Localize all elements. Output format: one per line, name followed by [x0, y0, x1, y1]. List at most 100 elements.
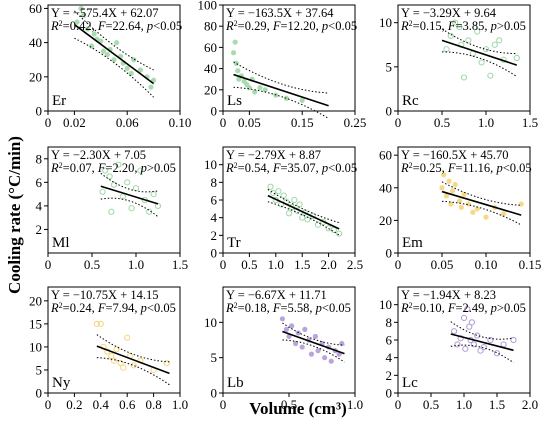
data-point — [443, 46, 450, 53]
ci-upper-line — [267, 188, 340, 224]
data-point — [267, 183, 274, 190]
data-point — [500, 341, 507, 348]
y-tick-label: 10 — [379, 297, 392, 312]
ci-upper-line — [233, 61, 329, 94]
regression-line — [267, 194, 340, 230]
data-point — [452, 19, 459, 26]
x-tick-label: 0 — [220, 397, 227, 412]
regression-stats: R2=0.42, F=22.64, p<0.05 — [50, 19, 182, 34]
x-tick-label: 2.0 — [320, 257, 336, 272]
data-point — [308, 351, 315, 357]
x-tick-label: 0.10 — [169, 115, 192, 130]
data-point — [283, 95, 289, 101]
ci-lower-line — [441, 51, 518, 77]
data-point — [262, 87, 268, 93]
x-tick-label: 0.15 — [291, 115, 314, 130]
regression-equation: Y = −10.75X + 14.15 — [51, 288, 159, 302]
data-point — [460, 74, 468, 81]
data-point — [496, 37, 503, 44]
regression-stats: R2=0.54, F=35.07, p<0.05 — [225, 161, 357, 176]
x-tick-label: 0.5 — [423, 397, 439, 412]
x-tick-label: 0 — [220, 257, 227, 272]
ci-lower-line — [267, 201, 340, 236]
data-point — [74, 19, 80, 25]
ci-upper-line — [100, 172, 159, 193]
regression-stats: R2=0.18, F=5.58, p<0.05 — [225, 301, 351, 316]
data-point — [285, 210, 293, 217]
y-tick-label: 20 — [29, 69, 42, 84]
y-tick-label: 10 — [29, 339, 42, 354]
data-point — [470, 209, 476, 215]
panel-ml: 0 0.5 1.0 1.5 2 4 6 8 Y = −2.30X + 7.05R2=0.07, … — [36, 146, 188, 272]
data-point — [296, 201, 303, 208]
data-point — [518, 201, 524, 207]
y-tick-label: 80 — [204, 19, 217, 34]
y-tick-label: 0 — [211, 246, 218, 261]
data-point — [457, 198, 463, 204]
regression-equation: Y = −2.30X + 7.05 — [51, 148, 146, 162]
data-point — [315, 348, 321, 354]
data-point — [102, 167, 109, 174]
y-axis-title: Cooling rate (°C/min) — [5, 136, 24, 294]
x-tick-label: 0 — [395, 115, 402, 130]
x-tick-label: 1.0 — [478, 115, 494, 130]
y-tick-label: 40 — [29, 35, 42, 50]
y-tick-label: 0 — [386, 246, 393, 261]
data-point — [302, 326, 308, 332]
data-point — [108, 208, 115, 215]
data-point — [460, 314, 468, 322]
data-point — [299, 214, 306, 221]
species-code-label: Lc — [402, 375, 418, 391]
panel-er: 0 0.02 0.06 0.10 0 20 40 60 Y = −575.4X + 62.07R… — [29, 1, 191, 130]
y-tick-label: 2 — [386, 368, 393, 383]
y-tick-label: 4 — [36, 198, 43, 213]
data-point — [483, 214, 489, 220]
data-point — [478, 59, 485, 66]
plot-frame — [397, 4, 531, 112]
y-tick-label: 0 — [386, 386, 393, 401]
data-point — [275, 188, 282, 195]
x-tick-label: 0.8 — [145, 397, 161, 412]
plot-frame — [47, 286, 181, 394]
x-tick-label: 0.5 — [84, 257, 100, 272]
data-point — [114, 40, 120, 46]
x-tick-label: 0.4 — [93, 397, 110, 412]
x-tick-label: 0.25 — [344, 115, 367, 130]
ci-upper-line — [441, 181, 522, 206]
y-tick-label: 60 — [29, 1, 42, 16]
ci-lower-line — [74, 37, 154, 98]
y-tick-label: 5 — [36, 362, 43, 377]
regression-stats: R2=0.24, F=7.94, p<0.05 — [50, 301, 176, 316]
plot-frame — [47, 146, 181, 254]
data-point — [78, 5, 84, 12]
y-tick-label: 6 — [36, 175, 43, 190]
y-tick-label: 5 — [386, 59, 393, 74]
x-tick-label: 0 — [220, 115, 227, 130]
x-tick-label: 0.06 — [116, 115, 139, 130]
data-point — [474, 332, 481, 339]
x-tick-label: 1.0 — [172, 397, 188, 412]
y-tick-label: 2 — [211, 228, 218, 243]
data-point — [128, 205, 135, 212]
data-point — [110, 357, 118, 364]
y-tick-label: 8 — [211, 175, 218, 190]
data-point — [120, 364, 127, 371]
data-point — [108, 353, 115, 360]
data-point — [330, 226, 337, 234]
x-tick-label: 0.02 — [63, 115, 86, 130]
data-point — [312, 333, 318, 340]
regression-line — [441, 39, 518, 66]
data-point — [252, 89, 258, 95]
y-tick-label: 4 — [211, 210, 218, 225]
data-point — [106, 173, 113, 180]
data-point — [124, 334, 131, 341]
plot-frame — [222, 4, 356, 112]
x-tick-label: 2.5 — [347, 257, 363, 272]
data-point — [100, 48, 107, 54]
data-point — [235, 68, 241, 74]
x-tick-label: 0 — [395, 397, 402, 412]
plot-frame — [397, 146, 531, 254]
data-point — [451, 328, 458, 335]
